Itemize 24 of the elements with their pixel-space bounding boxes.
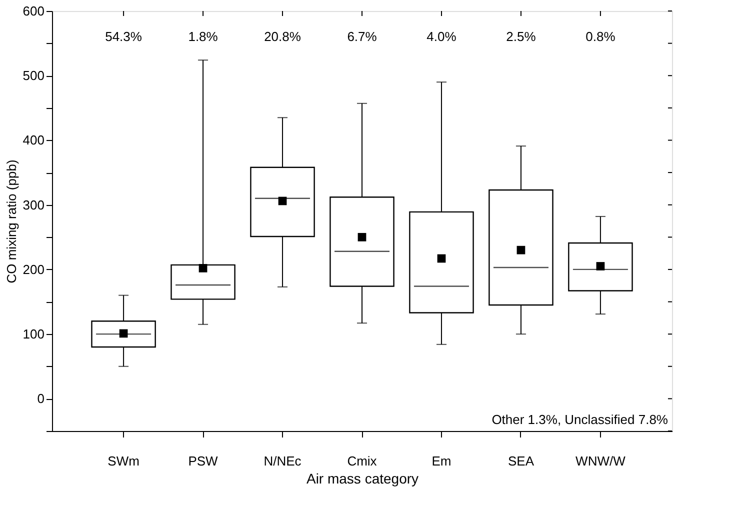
annotation: Other 1.3%, Unclassified 7.8% (492, 412, 668, 427)
x-tick-label: SEA (508, 454, 534, 468)
y-tick-label: 0 (37, 391, 44, 406)
y-tick-label: 600 (22, 4, 44, 18)
annotation: 1.8% (188, 29, 218, 44)
x-axis-title: Air mass category (306, 470, 419, 486)
annotation: 2.5% (506, 29, 536, 44)
y-tick-label: 100 (22, 326, 44, 342)
x-tick-label: Em (432, 454, 452, 468)
x-tick-label: WNW/W (576, 454, 626, 468)
x-tick-label: SWm (108, 454, 140, 468)
annotation: 4.0% (426, 29, 457, 44)
y-tick-label: 500 (22, 68, 44, 84)
annotation: 20.8% (264, 29, 302, 44)
y-tick-label: 200 (22, 262, 44, 277)
annotation: 0.8% (586, 29, 616, 44)
y-tick-label: 400 (22, 132, 44, 148)
x-tick-label: Cmix (347, 454, 378, 468)
y-tick-label: 300 (22, 197, 44, 212)
x-tick-label: PSW (188, 454, 219, 468)
x-tick-label: N/NEc (264, 454, 302, 468)
annotation: 54.3% (105, 29, 142, 44)
annotation: 6.7% (347, 29, 378, 44)
y-axis-title: CO mixing ratio (ppb) (4, 160, 19, 284)
